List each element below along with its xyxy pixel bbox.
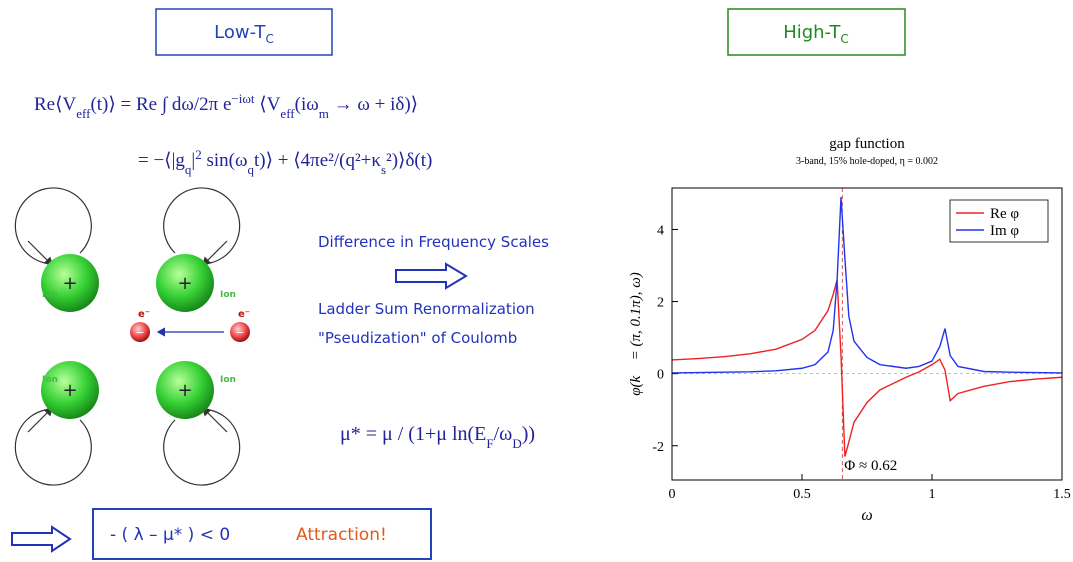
equation-part: −iωt [231,91,255,106]
y-axis-label: φ(k⃗ = (π, 0.1π), ω) [628,272,644,396]
note: "Pseudization" of Coulomb [318,329,517,347]
equation-part: )) [522,423,535,445]
ion-diagram: + Ion + Ion + Ion + Ion − e⁻ − e⁻ [15,188,250,485]
chart-title: gap function [829,136,905,152]
series-line [672,280,1062,457]
equation: = −⟨|gq|2 sin(ωqt)⟩ + ⟨4πe²/(q²+κs²)⟩δ(t… [138,147,432,177]
equation-part: sin(ω [202,150,248,171]
x-tick-label: 1 [929,487,936,502]
orbit [15,188,91,263]
x-tick-label: 0.5 [793,487,811,502]
arrow [12,527,70,551]
equation-part: D [512,436,521,451]
y-tick-label: -2 [652,440,664,455]
y-tick-label: 0 [657,368,664,383]
note: Difference in Frequency Scales [318,233,549,251]
chart: gap function 3-band, 15% hole-doped, η = … [628,136,1071,524]
y-tick-label: 2 [657,296,664,311]
electron-sign: − [135,326,144,339]
equation-part: = −⟨|g [138,150,185,171]
equation-part: → ω + iδ)⟩ [329,94,418,115]
result: Attraction! [296,525,387,545]
electron-sign: − [235,326,244,339]
equation-part: (iω [295,94,319,115]
expression: - ( λ – μ* ) < 0 [110,525,230,545]
equation-part: t)⟩ + ⟨4πe²/(q²+κ [254,150,381,171]
annotation: Φ ≈ 0.62 [844,458,897,474]
ion-label: Ion [42,290,58,300]
ion-sign: + [62,273,77,294]
electron-label: e⁻ [138,309,150,320]
ion-sign: + [177,380,192,401]
slide: Low-TC High-TC Re⟨Veff(t)⟩ = Re ∫ dω/2π … [0,0,1073,562]
orbit [15,410,91,485]
equation: Re⟨Veff(t)⟩ = Re ∫ dω/2π e−iωt ⟨Veff(iωm… [34,91,418,121]
equation: μ* = μ / (1+μ ln(EF/ωD)) [340,423,535,451]
equation-part: dω/2π [172,94,219,115]
equation-part: Re⟨V [34,94,77,115]
left-header: Low-TC [214,22,274,46]
equation-part: ²)⟩δ(t) [386,150,432,171]
x-axis-label: ω [861,507,872,524]
electron-label: e⁻ [238,309,250,320]
ion-sign: + [62,380,77,401]
chart-subtitle: 3-band, 15% hole-doped, η = 0.002 [796,156,938,167]
arrow [396,264,466,288]
equation-part: eff [76,106,91,121]
equation-part: (t)⟩ = Re ∫ [90,94,171,116]
equation-part: /ω [494,423,513,445]
equation-part: F [486,436,493,451]
note: Ladder Sum Renormalization [318,300,535,318]
x-tick-label: 1.5 [1053,487,1071,502]
legend-label: Re φ [990,206,1019,222]
orbit [164,410,240,485]
equation-part: eff [280,106,295,121]
ion-label: Ion [220,375,236,385]
ion-label: Ion [220,290,236,300]
equation-part: ⟨V [255,94,281,115]
x-tick-label: 0 [669,487,676,502]
equation-part: m [319,106,329,121]
orbit [164,188,240,263]
y-tick-label: 4 [657,223,664,238]
legend-label: Im φ [990,223,1019,239]
ion-label: Ion [42,375,58,385]
ion-sign: + [177,273,192,294]
equation-part: e [218,94,231,115]
equation-part: μ* = μ / (1+μ ln(E [340,423,486,445]
right-header: High-TC [783,22,849,46]
